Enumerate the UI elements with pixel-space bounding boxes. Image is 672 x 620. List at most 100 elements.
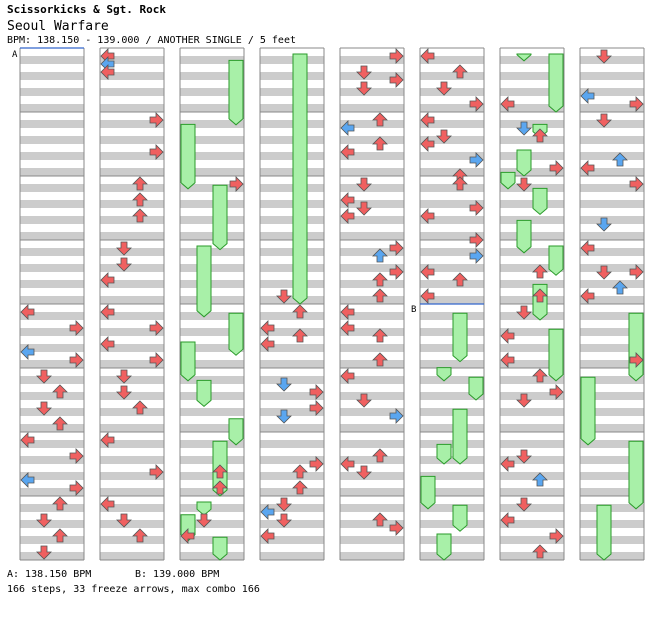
beat-stripe (420, 120, 484, 128)
beat-stripe (180, 456, 244, 464)
beat-stripe (340, 136, 404, 144)
beat-stripe (340, 168, 404, 176)
beat-stripe (580, 264, 644, 272)
beat-stripe (180, 248, 244, 256)
arrow-up-icon (452, 64, 468, 79)
beat-stripe (580, 248, 644, 256)
beat-stripe (500, 296, 564, 304)
arrow-left-icon (260, 320, 275, 336)
arrow-right-icon (309, 400, 324, 416)
arrow-left-icon (500, 96, 515, 112)
beat-stripe (180, 344, 244, 352)
beat-stripe (580, 360, 644, 368)
beat-stripe (580, 120, 644, 128)
beat-stripe (260, 536, 324, 544)
beat-stripe (20, 312, 84, 320)
beat-stripe (420, 296, 484, 304)
arrow-left-icon (100, 272, 115, 288)
beat-stripe (100, 440, 164, 448)
freeze-arrow (548, 328, 564, 382)
beat-stripe (500, 168, 564, 176)
beat-stripe (580, 104, 644, 112)
arrow-up-icon (132, 528, 148, 543)
arrow-right-icon (69, 480, 84, 496)
beat-stripe (500, 184, 564, 192)
beat-stripe (180, 136, 244, 144)
beat-stripe (100, 392, 164, 400)
beat-stripe (580, 88, 644, 96)
beat-stripe (180, 264, 244, 272)
beat-stripe (20, 88, 84, 96)
freeze-arrow (452, 312, 468, 363)
beat-stripe (500, 280, 564, 288)
beat-stripe (180, 504, 244, 512)
beat-stripe (260, 232, 324, 240)
freeze-arrow (292, 53, 308, 305)
arrow-down-icon (36, 545, 52, 560)
arrow-left-icon (340, 120, 355, 136)
beat-stripe (260, 504, 324, 512)
beat-stripe (100, 296, 164, 304)
freeze-arrow (420, 475, 436, 510)
beat-stripe (20, 104, 84, 112)
arrow-left-icon (340, 320, 355, 336)
arrow-up-icon (612, 280, 628, 295)
beat-stripe (500, 424, 564, 432)
beat-stripe (100, 488, 164, 496)
beat-stripe (260, 104, 324, 112)
beat-stripe (420, 280, 484, 288)
arrow-up-icon (532, 264, 548, 279)
freeze-arrow (228, 312, 244, 356)
beat-stripe (580, 200, 644, 208)
beat-stripe (340, 520, 404, 528)
arrow-right-icon (469, 232, 484, 248)
beat-stripe (340, 152, 404, 160)
arrow-right-icon (389, 520, 404, 536)
beat-stripe (20, 552, 84, 560)
beat-stripe (100, 104, 164, 112)
beat-stripe (500, 504, 564, 512)
freeze-arrow (580, 376, 596, 446)
beat-stripe (260, 56, 324, 64)
arrow-left-icon (580, 88, 595, 104)
arrow-right-icon (309, 456, 324, 472)
arrow-left-icon (420, 48, 435, 64)
beat-stripe (340, 200, 404, 208)
arrow-up-icon (372, 328, 388, 343)
arrow-down-icon (356, 81, 372, 96)
beat-stripe (20, 248, 84, 256)
beat-stripe (20, 392, 84, 400)
beat-stripe (500, 408, 564, 416)
beat-stripe (20, 200, 84, 208)
beat-stripe (180, 232, 244, 240)
beat-stripe (260, 392, 324, 400)
beat-stripe (100, 520, 164, 528)
beat-stripe (340, 232, 404, 240)
beat-stripe (340, 424, 404, 432)
beat-stripe (20, 56, 84, 64)
beat-stripe (260, 296, 324, 304)
beat-stripe (180, 88, 244, 96)
arrow-right-icon (629, 96, 644, 112)
arrow-right-icon (309, 384, 324, 400)
beat-stripe (420, 344, 484, 352)
arrow-up-icon (292, 328, 308, 343)
beat-stripe (20, 488, 84, 496)
arrow-up-icon (612, 152, 628, 167)
arrow-down-icon (356, 465, 372, 480)
arrow-right-icon (69, 448, 84, 464)
beat-stripe (260, 440, 324, 448)
arrow-down-icon (356, 201, 372, 216)
beat-stripe (180, 472, 244, 480)
freeze-arrow (628, 440, 644, 510)
beat-stripe (180, 216, 244, 224)
beat-stripe (340, 552, 404, 560)
beat-stripe (180, 520, 244, 528)
beat-stripe (260, 408, 324, 416)
beat-stripe (340, 216, 404, 224)
beat-stripe (420, 88, 484, 96)
beat-stripe (100, 216, 164, 224)
arrow-left-icon (500, 456, 515, 472)
arrow-left-icon (260, 336, 275, 352)
